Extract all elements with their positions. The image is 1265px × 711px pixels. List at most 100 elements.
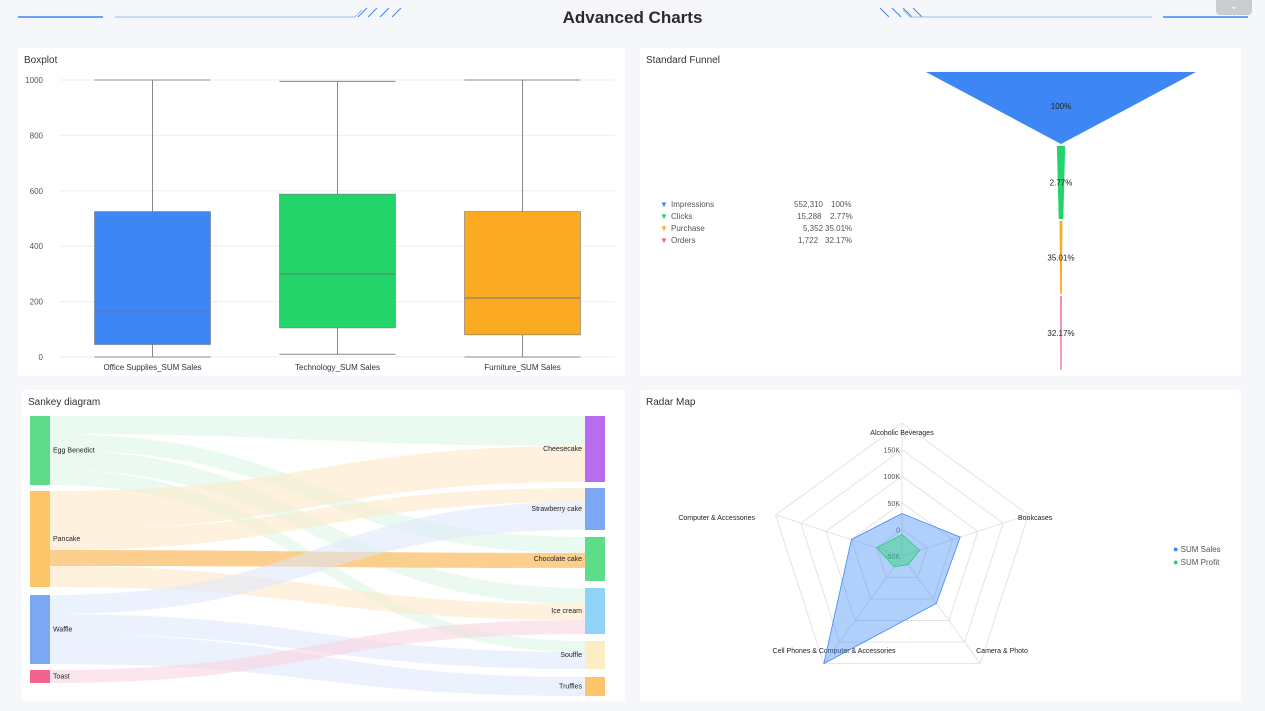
page-title: Advanced Charts xyxy=(562,8,703,27)
funnel-legend-name: Clicks xyxy=(671,212,693,221)
sankey-target-node xyxy=(585,641,605,669)
y-tick-label: 600 xyxy=(30,187,44,196)
radar-title: Radar Map xyxy=(646,397,696,408)
radar-axis-label: Cell Phones & Computer & Accessories xyxy=(773,648,896,655)
radar-axis-line xyxy=(823,555,903,664)
radar-axis-label: Camera & Photo xyxy=(976,648,1028,655)
sankey-target-label: Cheesecake xyxy=(543,446,582,453)
sankey-source-label: Pancake xyxy=(53,536,80,543)
collapse-button[interactable]: ⌄ xyxy=(1216,0,1252,15)
funnel-legend-value: 552,310 xyxy=(794,200,823,209)
box-body xyxy=(279,193,396,329)
funnel-stage xyxy=(1059,221,1063,294)
funnel-stage-label: 35.01% xyxy=(1047,254,1074,263)
radar-tick-label: 50K xyxy=(888,501,901,508)
dot-icon: ● xyxy=(1173,544,1179,554)
sankey-source-label: Toast xyxy=(53,674,70,681)
funnel-stage xyxy=(1060,296,1062,370)
x-tick-label: Furniture_SUM Sales xyxy=(484,363,560,372)
sankey-panel: Sankey diagram Egg Benedict Pancake Waffle… xyxy=(22,390,625,701)
radar-grid-ring xyxy=(800,448,1004,643)
sankey-source-label: Egg Benedict xyxy=(53,448,95,455)
sankey-target-label: Truffles xyxy=(559,684,582,691)
radar-grid-ring xyxy=(850,502,954,600)
y-tick-label: 400 xyxy=(30,242,44,251)
radar-axis-line xyxy=(901,514,1029,557)
sankey-source-node xyxy=(30,595,50,664)
radar-grid-ring xyxy=(876,528,928,579)
funnel-legend-name: Orders xyxy=(671,236,696,245)
funnel-legend-name: Purchase xyxy=(671,224,705,233)
sankey-link xyxy=(50,488,585,550)
sankey-source-node xyxy=(30,491,50,587)
chevron-down-icon: ⌄ xyxy=(1229,1,1239,12)
sankey-link xyxy=(50,566,585,620)
triangle-down-icon: ▼ xyxy=(660,236,668,245)
y-tick-label: 200 xyxy=(30,298,44,307)
sankey-link xyxy=(50,416,585,446)
sankey-target-label: Ice cream xyxy=(551,608,582,615)
funnel-legend-name: Impressions xyxy=(671,200,715,209)
radar-series-area xyxy=(876,534,921,568)
radar-panel: Radar Map Alcoholic Beverages Bookcases Ca… xyxy=(640,390,1241,701)
sankey-target-node xyxy=(585,588,605,634)
funnel-legend-value: 1,722 xyxy=(798,236,819,245)
funnel-legend-row[interactable]: ▼ Purchase 5,352 35.01% xyxy=(660,224,860,236)
y-tick-label: 1000 xyxy=(25,76,43,85)
header-decoration xyxy=(18,7,1248,18)
sankey-link xyxy=(50,634,585,696)
radar-legend-item[interactable]: ● SUM Profit xyxy=(1173,557,1221,570)
sankey-target-node xyxy=(585,416,605,482)
funnel-legend-pct: 2.77% xyxy=(830,212,853,221)
radar-legend-label: SUM Sales xyxy=(1180,545,1221,554)
radar-legend-label: SUM Profit xyxy=(1180,558,1220,567)
x-tick-label: Technology_SUM Sales xyxy=(295,363,380,372)
triangle-down-icon: ▼ xyxy=(660,200,668,209)
sankey-source-node xyxy=(30,416,50,485)
page-header: Advanced Charts ⌄ xyxy=(0,0,1265,38)
sankey-source-label: Waffle xyxy=(53,627,73,634)
funnel-legend-row[interactable]: ▼ Orders 1,722 32.17% xyxy=(660,236,860,248)
sankey-chart: Egg Benedict Pancake Waffle Toast Cheesecake… xyxy=(30,416,605,696)
sankey-link xyxy=(50,446,585,530)
funnel-stage-label: 32.17% xyxy=(1047,329,1074,338)
boxplot-panel: Boxplot 0 200 400 600 800 1000 Office Supplies… xyxy=(18,48,625,376)
radar-axis-line xyxy=(901,555,981,664)
radar-tick-label: 0 xyxy=(896,527,900,534)
funnel-stage-label: 100% xyxy=(1051,102,1071,111)
y-tick-label: 800 xyxy=(30,131,44,140)
funnel-legend-row[interactable]: ▼ Impressions 552,310 100% xyxy=(660,200,860,212)
radar-grid-ring xyxy=(825,475,979,622)
sankey-target-node xyxy=(585,537,605,581)
funnel-stage xyxy=(1056,146,1066,219)
sankey-target-label: Chocolate cake xyxy=(534,556,582,563)
funnel-legend-value: 15,288 xyxy=(797,212,822,221)
radar-axis-label: Alcoholic Beverages xyxy=(870,430,934,437)
sankey-link xyxy=(50,450,585,604)
sankey-target-label: Strawberry cake xyxy=(531,506,582,513)
sankey-target-node xyxy=(585,677,605,696)
radar-tick-label: -50K xyxy=(885,554,900,561)
radar-grid-ring xyxy=(774,422,1030,665)
funnel-chart: 100% 2.77% 35.01% 32.17% xyxy=(926,72,1196,370)
radar-tick-label: 150K xyxy=(884,448,901,455)
sankey-link xyxy=(50,614,585,669)
y-tick-label: 0 xyxy=(39,353,44,362)
funnel-legend-row[interactable]: ▼ Clicks 15,288 2.77% xyxy=(660,212,860,224)
radar-axis-line xyxy=(775,514,903,557)
dot-icon: ● xyxy=(1173,557,1179,567)
triangle-down-icon: ▼ xyxy=(660,212,668,221)
sankey-target-label: Souffle xyxy=(560,652,582,659)
radar-tick-label: 100K xyxy=(884,474,901,481)
radar-axis-label: Bookcases xyxy=(1018,515,1053,522)
box-body xyxy=(94,211,211,345)
funnel-panel: Standard Funnel ▼ Impressions 552,310 10… xyxy=(640,48,1241,376)
radar-legend-item[interactable]: ● SUM Sales xyxy=(1173,544,1221,557)
radar-legend: ● SUM Sales ● SUM Profit xyxy=(1173,544,1221,570)
sankey-title: Sankey diagram xyxy=(28,397,101,408)
x-tick-label: Office Supplies_SUM Sales xyxy=(103,363,201,372)
radar-axis-label: Computer & Accessories xyxy=(678,515,755,522)
sankey-source-node xyxy=(30,670,50,683)
funnel-stage-label: 2.77% xyxy=(1050,179,1073,188)
triangle-down-icon: ▼ xyxy=(660,224,668,233)
